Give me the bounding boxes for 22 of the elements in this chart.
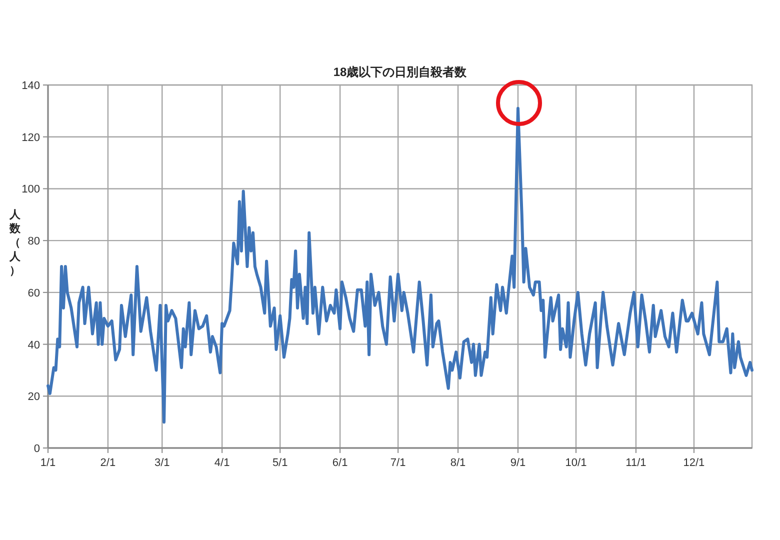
y-tick-label: 120 <box>22 132 40 144</box>
x-tick-label: 8/1 <box>450 457 466 469</box>
x-tick-label: 9/1 <box>510 457 526 469</box>
y-tick-label: 20 <box>28 391 40 404</box>
x-tick-label: 12/1 <box>683 457 705 469</box>
y-tick-label: 0 <box>34 443 40 455</box>
x-tick-label: 6/1 <box>332 457 348 469</box>
y-tick-label: 140 <box>22 80 40 92</box>
x-tick-label: 10/1 <box>565 457 587 469</box>
x-tick-label: 1/1 <box>40 457 56 469</box>
x-tick-label: 7/1 <box>390 457 406 469</box>
x-tick-label: 2/1 <box>100 457 116 469</box>
chart-title: 18歳以下の日別自殺者数 <box>333 65 468 79</box>
y-tick-label: 60 <box>28 287 40 300</box>
x-tick-label: 4/1 <box>214 457 230 469</box>
y-axis-title: 人数（人） <box>8 209 22 277</box>
y-tick-label: 100 <box>22 184 40 196</box>
x-tick-label: 5/1 <box>272 457 288 469</box>
x-tick-label: 11/1 <box>626 457 646 469</box>
y-tick-label: 80 <box>28 236 40 248</box>
y-tick-label: 40 <box>28 339 40 352</box>
x-tick-label: 3/1 <box>154 457 170 469</box>
